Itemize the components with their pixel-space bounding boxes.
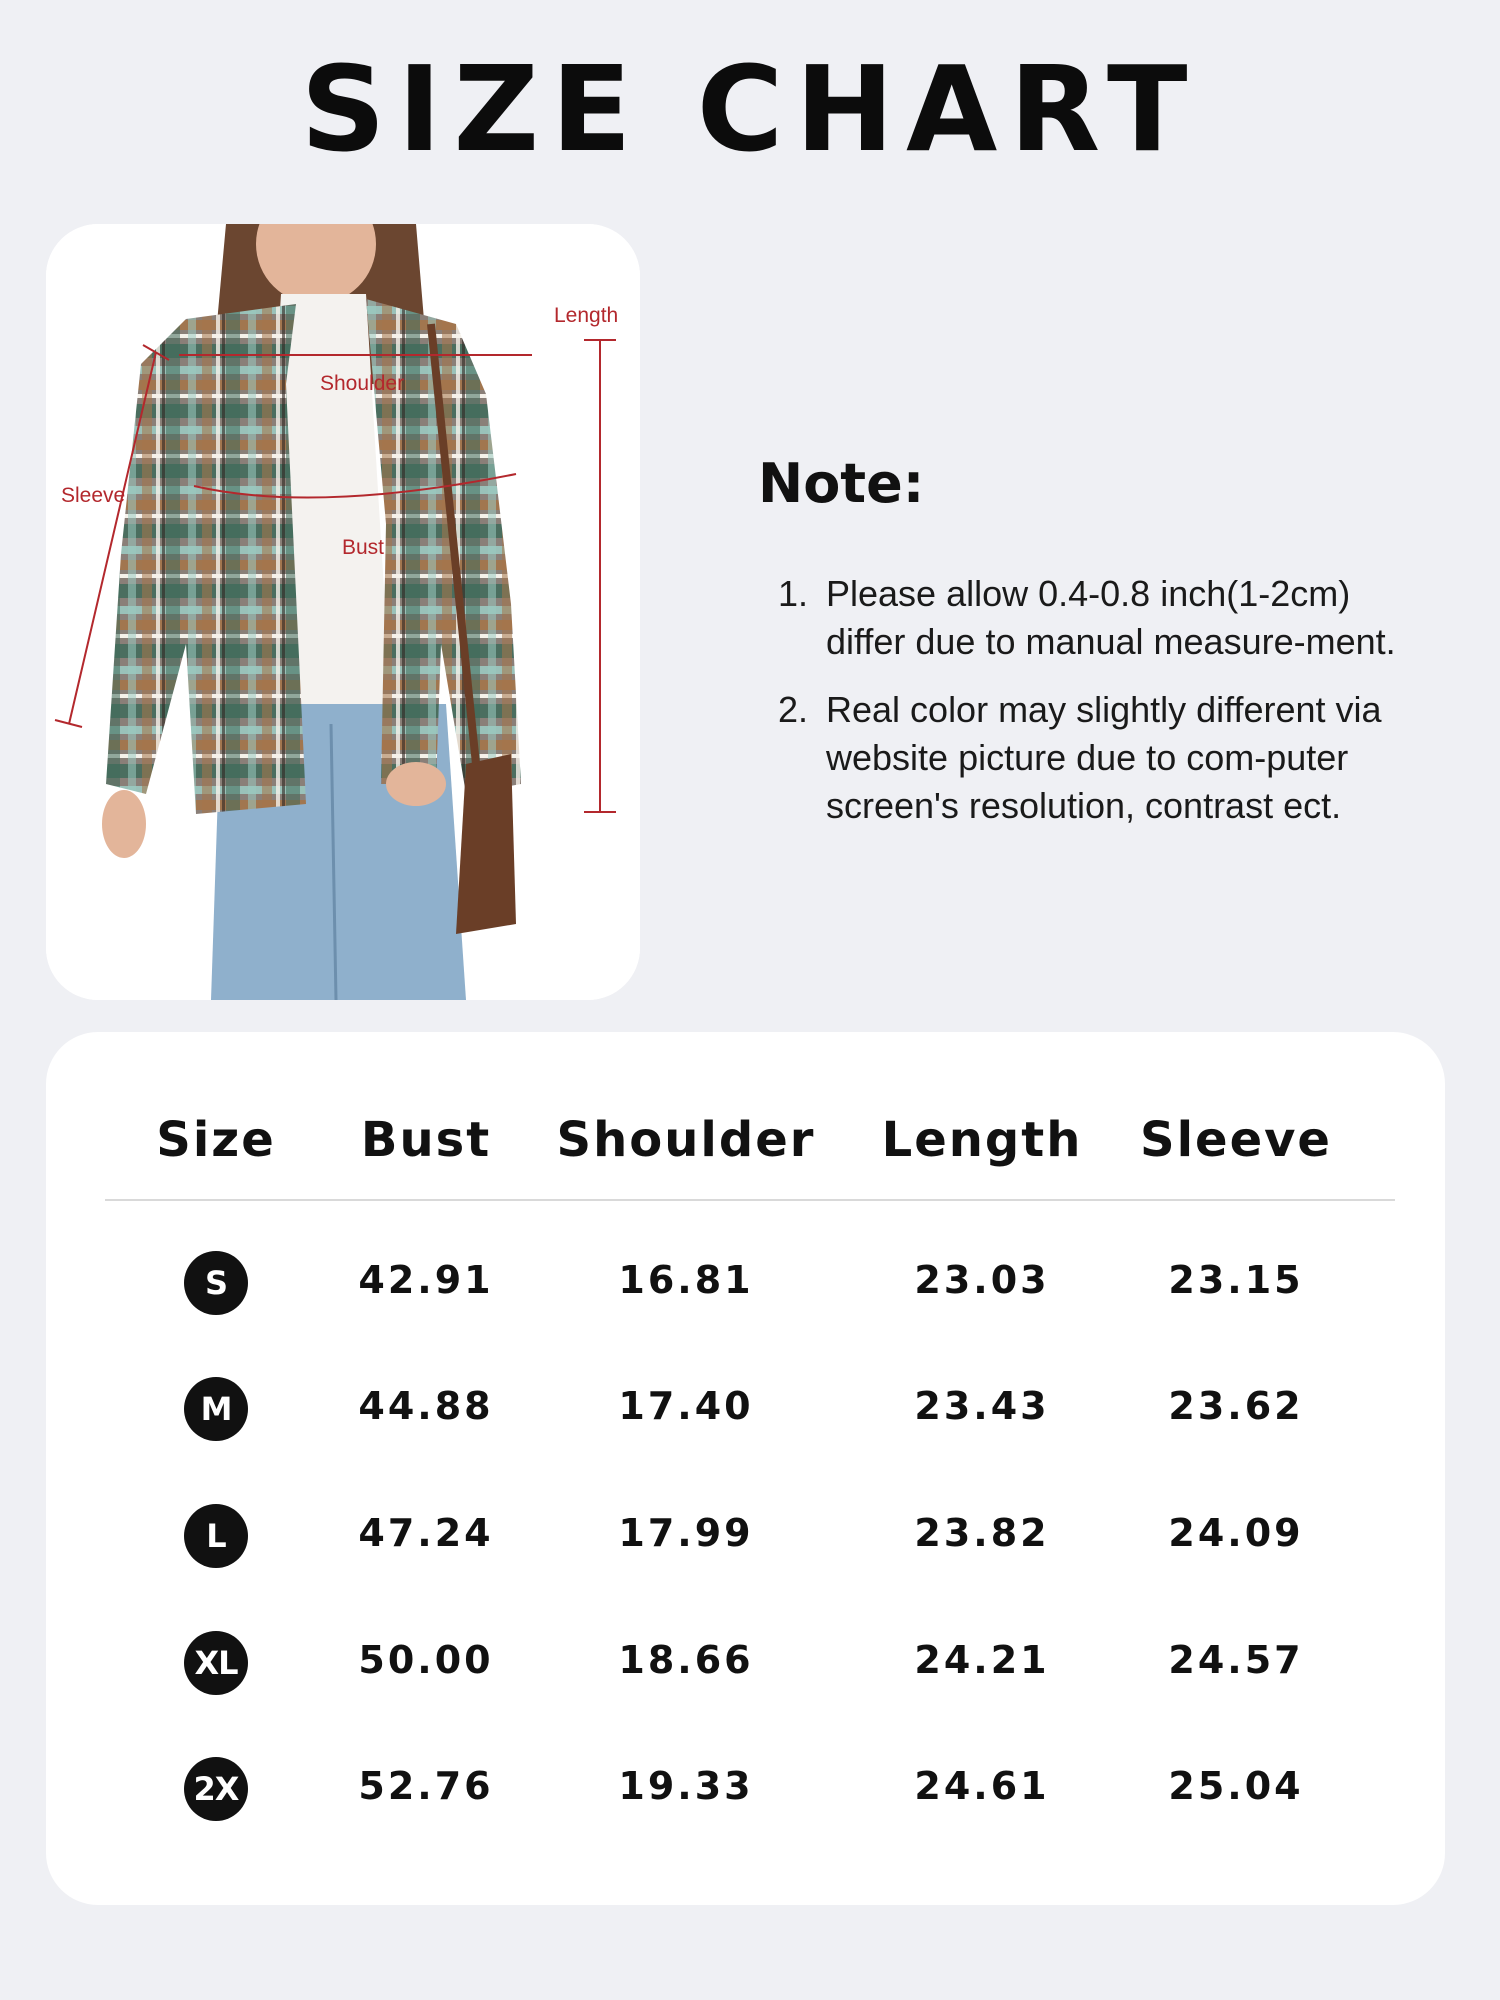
cell-length: 24.61 — [914, 1764, 1050, 1808]
size-badge: XL — [184, 1630, 248, 1695]
note-item: 1. Please allow 0.4-0.8 inch(1-2cm) diffe… — [778, 570, 1418, 666]
cell-size: 2X — [184, 1746, 248, 1826]
table-row: M 44.88 17.40 23.43 23.62 — [46, 1366, 1445, 1446]
cell-bust: 50.00 — [358, 1638, 494, 1682]
size-badge: M — [184, 1376, 248, 1441]
note-item: 2. Real color may slightly different via … — [778, 686, 1418, 830]
cell-bust: 52.76 — [358, 1764, 494, 1808]
length-label: Length — [554, 304, 618, 327]
header-size: Size — [156, 1112, 276, 1168]
cell-sleeve: 24.57 — [1168, 1638, 1304, 1682]
table-row: S 42.91 16.81 23.03 23.15 — [46, 1240, 1445, 1320]
cell-shoulder: 18.66 — [618, 1638, 754, 1682]
size-table: Size Bust Shoulder Length Sleeve S 42.91 1… — [46, 1032, 1445, 1905]
cell-size: S — [184, 1240, 248, 1320]
note-text: Real color may slightly different via we… — [826, 689, 1382, 826]
size-badge: S — [184, 1250, 248, 1315]
size-badge: L — [184, 1503, 248, 1568]
cell-shoulder: 19.33 — [618, 1764, 754, 1808]
product-measurement-photo: Length Shoulder Sleeve Bust — [46, 224, 640, 1000]
cell-shoulder: 17.40 — [618, 1384, 754, 1428]
cell-bust: 47.24 — [358, 1511, 494, 1555]
header-shoulder: Shoulder — [556, 1112, 816, 1168]
note-number: 2. — [778, 689, 809, 730]
cell-sleeve: 25.04 — [1168, 1764, 1304, 1808]
note-title: Note: — [758, 452, 925, 515]
table-row: XL 50.00 18.66 24.21 24.57 — [46, 1620, 1445, 1700]
table-row: 2X 52.76 19.33 24.61 25.04 — [46, 1746, 1445, 1826]
measurement-lines — [54, 339, 616, 813]
cell-size: L — [184, 1493, 248, 1573]
table-header: Size Bust Shoulder Length Sleeve — [46, 1100, 1445, 1180]
header-length: Length — [881, 1112, 1083, 1168]
header-bust: Bust — [360, 1112, 492, 1168]
cell-sleeve: 23.15 — [1168, 1258, 1304, 1302]
cell-sleeve: 24.09 — [1168, 1511, 1304, 1555]
size-badge: 2X — [184, 1756, 248, 1821]
note-number: 1. — [778, 573, 809, 614]
table-row: L 47.24 17.99 23.82 24.09 — [46, 1493, 1445, 1573]
cell-shoulder: 16.81 — [618, 1258, 754, 1302]
cell-sleeve: 23.62 — [1168, 1384, 1304, 1428]
header-sleeve: Sleeve — [1140, 1112, 1332, 1168]
cell-bust: 44.88 — [358, 1384, 494, 1428]
note-list: 1. Please allow 0.4-0.8 inch(1-2cm) diffe… — [778, 570, 1418, 850]
cell-size: M — [184, 1366, 248, 1446]
shoulder-label: Shoulder — [320, 372, 404, 395]
sleeve-label: Sleeve — [61, 484, 125, 507]
bust-label: Bust — [342, 536, 384, 559]
cell-length: 23.43 — [914, 1384, 1050, 1428]
cell-size: XL — [184, 1620, 248, 1700]
cell-length: 24.21 — [914, 1638, 1050, 1682]
cell-shoulder: 17.99 — [618, 1511, 754, 1555]
cell-length: 23.82 — [914, 1511, 1050, 1555]
header-divider — [105, 1199, 1395, 1201]
jacket-illustration: Length Shoulder Sleeve Bust — [46, 224, 640, 1000]
page-title: SIZE CHART — [300, 40, 1200, 178]
cell-bust: 42.91 — [358, 1258, 494, 1302]
note-text: Please allow 0.4-0.8 inch(1-2cm) differ … — [826, 573, 1396, 662]
cell-length: 23.03 — [914, 1258, 1050, 1302]
